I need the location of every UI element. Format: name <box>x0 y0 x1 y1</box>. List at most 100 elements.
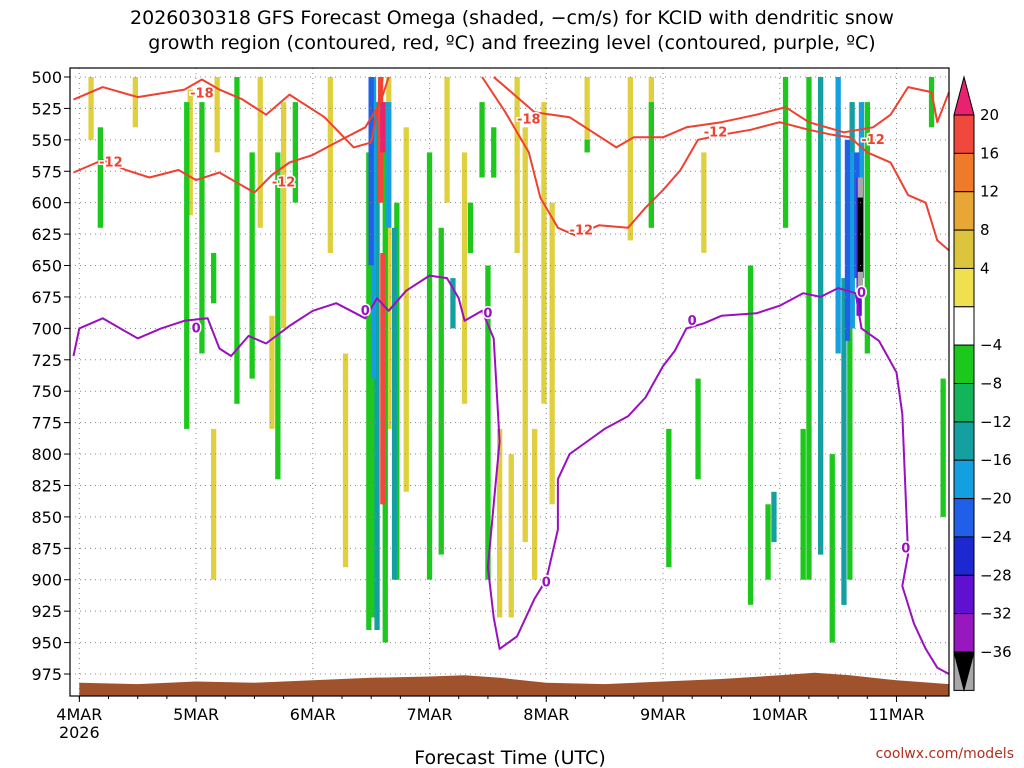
contour-label: 0 <box>483 306 492 321</box>
y-tick-label: 850 <box>31 508 62 527</box>
omega-cell <box>627 77 633 241</box>
colorbar-swatch <box>953 306 975 346</box>
colorbar-label: −8 <box>980 375 1002 393</box>
omega-cell <box>522 127 528 543</box>
contour-label: 0 <box>901 541 910 556</box>
x-tick-label: 4MAR <box>56 705 102 724</box>
omega-cell <box>782 77 789 228</box>
omega-cell <box>292 102 298 203</box>
colorbar-swatch <box>953 498 975 538</box>
colorbar-label: 20 <box>980 106 999 124</box>
omega-cell <box>479 102 485 178</box>
omega-cell <box>857 177 863 198</box>
omega-cell <box>695 378 701 480</box>
contour-label: -12 <box>99 156 123 171</box>
omega-cell <box>806 77 812 580</box>
omega-cell <box>508 454 514 618</box>
colorbar-label: 8 <box>980 221 990 239</box>
omega-cell <box>366 152 372 630</box>
contour-label: -12 <box>570 223 594 238</box>
omega-cell <box>403 127 409 492</box>
omega-cell <box>450 278 456 329</box>
chart-title-line1: 2026030318 GFS Forecast Omega (shaded, −… <box>130 7 894 29</box>
colorbar-label: 16 <box>980 144 999 162</box>
omega-cell <box>211 253 217 304</box>
y-tick-label: 625 <box>31 225 62 244</box>
omega-cell <box>444 77 450 203</box>
colorbar-swatch <box>953 114 975 154</box>
y-tick-label: 700 <box>31 319 62 338</box>
colorbar-swatch <box>953 536 975 576</box>
y-tick-label: 800 <box>31 445 62 464</box>
y-tick-label: 900 <box>31 571 62 590</box>
colorbar-swatch <box>953 574 975 615</box>
colorbar-swatch <box>953 267 975 308</box>
colorbar-bottom-arrow <box>953 651 975 692</box>
omega-cell <box>97 127 103 228</box>
contour-label: 0 <box>361 304 370 319</box>
colorbar-swatch <box>953 191 975 231</box>
omega-cell <box>370 202 377 618</box>
omega-cell <box>648 102 654 228</box>
chart-title-line2: growth region (contoured, red, ºC) and f… <box>148 32 875 54</box>
omega-cell <box>584 139 590 153</box>
omega-cell <box>467 202 474 253</box>
terrain-fill <box>79 672 950 696</box>
omega-cell <box>132 77 138 128</box>
isotherm-minus12-contour <box>73 76 390 194</box>
colorbar-label: 4 <box>980 259 990 277</box>
omega-shading <box>88 77 946 643</box>
isotherm-freezing-contour <box>72 274 950 675</box>
omega-cell <box>275 152 281 480</box>
colorbar-label: 12 <box>980 183 999 201</box>
omega-cell <box>666 428 672 568</box>
y-tick-label: 875 <box>31 539 62 558</box>
colorbar-label: −4 <box>980 336 1002 354</box>
colorbar-label: −36 <box>980 643 1012 661</box>
omega-cell <box>497 428 503 618</box>
y-tick-label: 675 <box>31 288 62 307</box>
x-tick-label: 6MAR <box>290 705 336 724</box>
omega-cell <box>438 227 444 555</box>
omega-cell <box>841 278 847 605</box>
omega-cell <box>380 102 386 153</box>
omega-cell <box>269 315 275 429</box>
colorbar-swatch <box>953 421 975 461</box>
omega-cell <box>844 139 851 341</box>
omega-cell <box>368 77 374 266</box>
contour-label: -12 <box>272 176 296 191</box>
isotherm-minus12-b-contour <box>481 76 950 252</box>
y-tick-label: 750 <box>31 382 62 401</box>
omega-cell <box>391 227 398 580</box>
contours <box>72 76 950 675</box>
omega-cell <box>234 77 240 404</box>
colorbar-swatch <box>953 459 975 500</box>
colorbar-swatch <box>953 152 975 193</box>
y-tick-label: 600 <box>31 194 62 213</box>
omega-cell <box>584 77 590 153</box>
colorbar-label: −16 <box>980 451 1012 469</box>
omega-cell <box>327 77 333 253</box>
colorbar-label: −32 <box>980 605 1012 623</box>
terrain <box>79 672 950 696</box>
omega-cell <box>257 77 263 228</box>
omega-cell <box>386 77 392 429</box>
omega-cell <box>184 102 190 429</box>
y-tick-label: 575 <box>31 162 62 181</box>
omega-cell <box>199 102 205 354</box>
omega-cell <box>940 378 946 517</box>
omega-cell <box>857 271 863 291</box>
colorbar: 20 16 12 8 4 −4 −8 −12 −16 −20 −24 −28 −32 −36 <box>953 75 1012 692</box>
colorbar-top-arrow <box>953 75 975 116</box>
y-tick-label: 775 <box>31 414 62 433</box>
isotherm-minus18-b-contour <box>493 76 950 149</box>
omega-cell <box>829 454 835 643</box>
omega-cell <box>818 77 824 555</box>
contour-label: -12 <box>704 125 728 140</box>
omega-cell <box>461 152 468 404</box>
y-tick-label: 725 <box>31 351 62 370</box>
x-tick-sublabel: 2026 <box>59 723 100 742</box>
omega-cell <box>747 265 754 605</box>
omega-cell <box>380 253 386 505</box>
